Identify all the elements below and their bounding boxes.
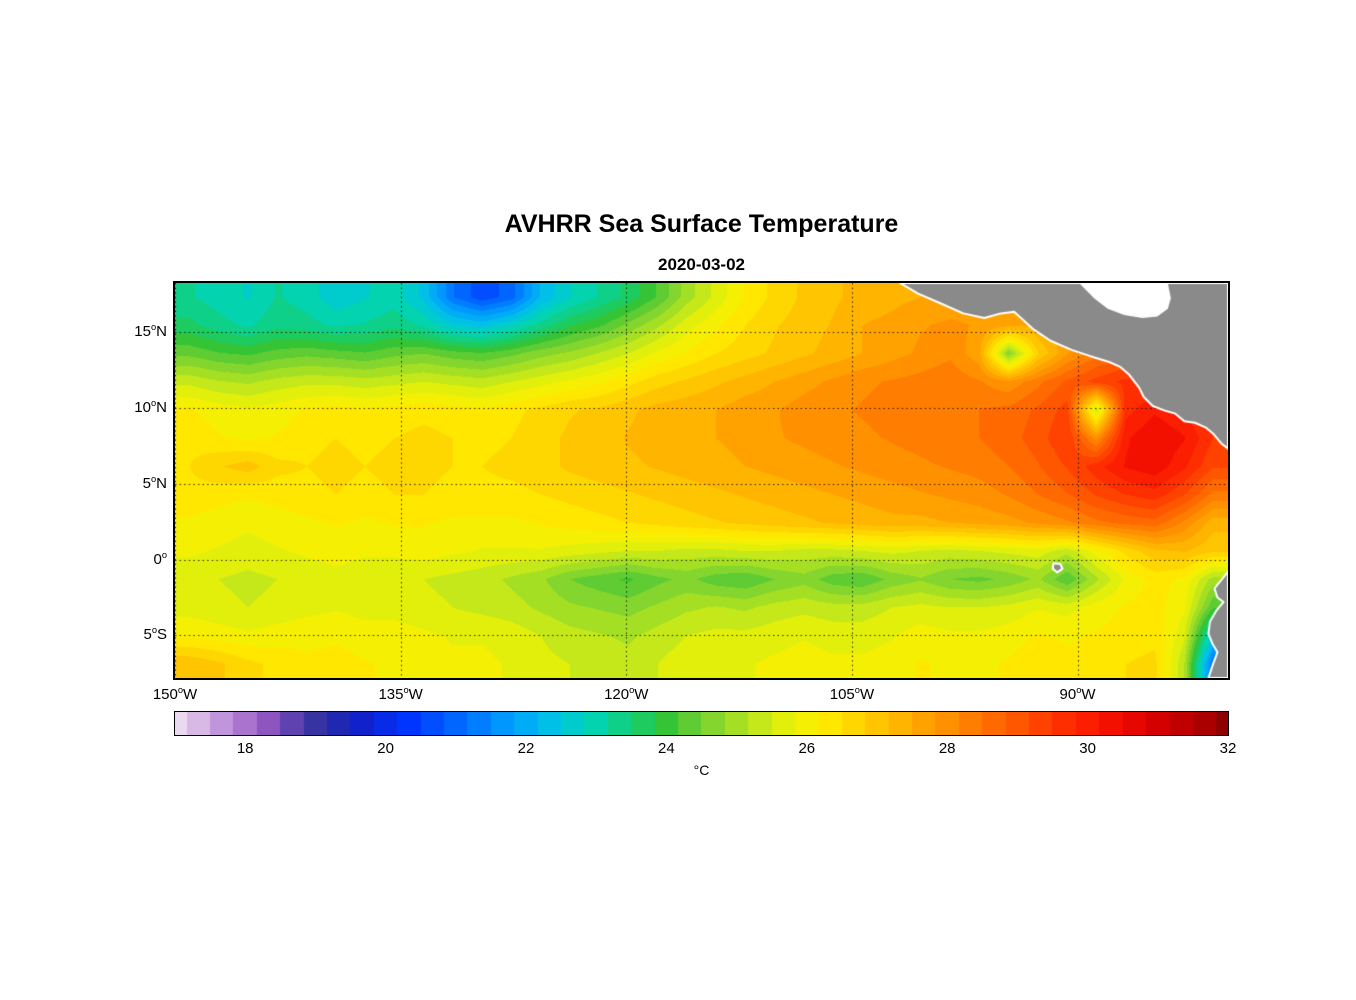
colorbar-tick-label: 30 [1079,740,1096,757]
colorbar-tick-label: 18 [236,740,254,757]
colorbar-tick-label: 26 [798,740,816,757]
x-tick-label: 150oW [152,685,198,703]
colorbar-tick-label: 24 [658,740,675,757]
map-axes-frame [173,281,1230,680]
y-tick-label: 10oN [134,397,167,416]
colorbar-tick-label: 20 [377,740,394,757]
x-tick-label: 120oW [604,685,649,703]
colorbar-tick-label: 28 [938,740,956,757]
colorbar-unit-label: °C [693,762,710,778]
chart-date: 2020-03-02 [658,255,745,274]
y-tick-label: 0o [153,549,167,568]
x-tick-label: 105oW [829,685,875,703]
chart-title: AVHRR Sea Surface Temperature [504,210,899,238]
colorbar-tick-label: 32 [1219,740,1237,757]
colorbar-tick-label: 22 [517,740,535,757]
colorbar-canvas [175,712,1228,735]
y-tick-label: 15oN [134,321,167,340]
sst-heatmap-canvas [175,283,1228,678]
x-tick-label: 90oW [1059,685,1096,703]
colorbar-frame [174,711,1229,736]
y-tick-label: 5oS [143,625,167,644]
x-tick-label: 135oW [378,685,423,703]
y-tick-label: 5oN [142,473,167,492]
